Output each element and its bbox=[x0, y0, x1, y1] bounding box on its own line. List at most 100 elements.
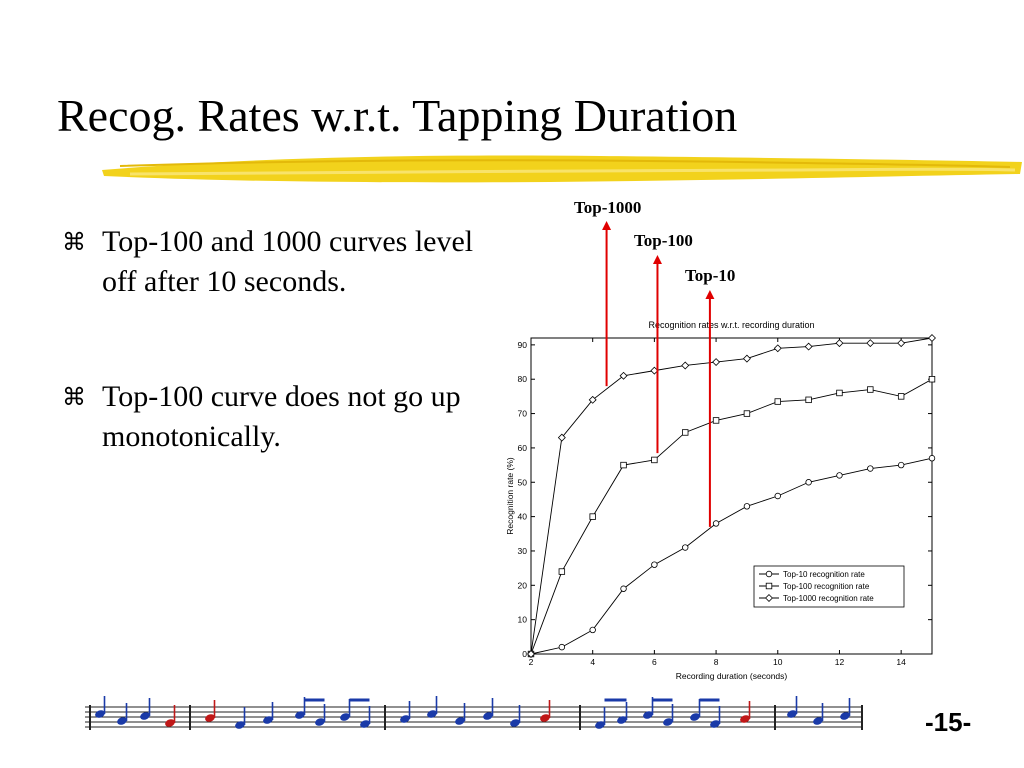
y-tick-label: 60 bbox=[518, 443, 528, 453]
data-point-diamond bbox=[681, 361, 690, 370]
data-point-diamond bbox=[804, 342, 813, 351]
y-tick-label: 80 bbox=[518, 374, 528, 384]
data-point-square bbox=[928, 376, 936, 383]
series-line-circle bbox=[530, 457, 933, 655]
bullet-item-1: ⌘ Top-100 and 1000 curves level off afte… bbox=[62, 222, 492, 302]
data-point-circle bbox=[682, 544, 689, 551]
music-note-icon bbox=[595, 721, 605, 729]
music-note-icon bbox=[663, 718, 673, 726]
bullet-text: Top-100 and 1000 curves level off after … bbox=[102, 225, 474, 298]
data-point-diamond bbox=[742, 354, 751, 363]
x-tick-label: 2 bbox=[529, 657, 534, 667]
data-point-square bbox=[897, 393, 905, 400]
data-point-circle bbox=[897, 461, 905, 469]
bullet-text: Top-100 curve does not go up monotonical… bbox=[102, 380, 461, 453]
music-note-icon bbox=[813, 717, 823, 725]
legend-entry: Top-100 recognition rate bbox=[783, 582, 870, 591]
data-point-square bbox=[558, 568, 566, 575]
music-note-icon bbox=[710, 720, 720, 728]
red-arrow-head bbox=[652, 255, 662, 264]
data-point-square bbox=[651, 456, 658, 464]
music-note-icon bbox=[427, 710, 437, 718]
x-tick-label: 14 bbox=[896, 657, 906, 667]
music-note-icon bbox=[483, 712, 493, 720]
music-note-icon bbox=[360, 720, 370, 728]
legend-entry: Top-10 recognition rate bbox=[783, 570, 865, 579]
slide-title: Recog. Rates w.r.t. Tapping Duration bbox=[57, 90, 738, 141]
y-tick-label: 40 bbox=[518, 512, 528, 522]
data-point-square bbox=[743, 410, 751, 417]
music-note-icon bbox=[617, 716, 627, 724]
music-note-icon bbox=[315, 718, 325, 726]
command-key-icon: ⌘ bbox=[62, 383, 86, 411]
x-tick-label: 6 bbox=[652, 657, 657, 667]
legend-marker-square bbox=[765, 582, 773, 590]
callout-top100-label: Top-100 bbox=[634, 231, 693, 250]
data-point-square bbox=[682, 429, 689, 436]
legend-entry: Top-1000 recognition rate bbox=[783, 594, 874, 603]
music-note-icon bbox=[117, 717, 127, 725]
y-tick-label: 30 bbox=[518, 546, 528, 556]
bullet-item-2: ⌘ Top-100 curve does not go up monotonic… bbox=[62, 377, 492, 457]
data-point-square bbox=[712, 417, 720, 424]
y-tick-label: 10 bbox=[518, 615, 528, 625]
x-tick-label: 10 bbox=[773, 657, 783, 667]
music-note-icon bbox=[455, 717, 465, 725]
y-tick-label: 70 bbox=[518, 409, 528, 419]
data-point-diamond bbox=[619, 371, 628, 380]
data-point-diamond bbox=[928, 334, 936, 342]
x-axis-label: Recording duration (seconds) bbox=[676, 671, 788, 681]
x-tick-label: 4 bbox=[590, 657, 595, 667]
data-point-square bbox=[589, 513, 596, 520]
chart-title: Recognition rates w.r.t. recording durat… bbox=[648, 320, 814, 330]
music-note-icon bbox=[95, 710, 105, 718]
data-point-diamond bbox=[897, 339, 906, 348]
music-note-icon bbox=[400, 715, 410, 723]
x-tick-label: 8 bbox=[714, 657, 719, 667]
music-note-icon bbox=[690, 713, 700, 721]
data-point-diamond bbox=[712, 358, 721, 367]
data-point-square bbox=[774, 398, 781, 405]
data-point-diamond bbox=[773, 344, 782, 353]
data-point-circle bbox=[620, 585, 627, 592]
music-note-icon bbox=[740, 715, 750, 723]
data-point-diamond bbox=[866, 339, 875, 348]
chart-legend-box bbox=[753, 565, 905, 608]
music-note-icon bbox=[643, 711, 653, 719]
music-note-icon bbox=[787, 710, 797, 718]
data-point-circle bbox=[867, 465, 874, 472]
data-point-circle bbox=[651, 561, 658, 568]
music-note-icon bbox=[263, 716, 273, 724]
data-point-circle bbox=[712, 520, 720, 527]
y-tick-label: 90 bbox=[518, 340, 528, 350]
music-note-icon bbox=[235, 721, 245, 729]
red-arrow-head bbox=[602, 221, 612, 230]
callout-top10-label: Top-10 bbox=[685, 266, 736, 285]
data-point-diamond bbox=[527, 650, 535, 658]
data-point-square bbox=[836, 389, 843, 397]
highlight-brush-stroke bbox=[102, 155, 1022, 183]
y-tick-label: 20 bbox=[518, 580, 528, 590]
data-point-diamond bbox=[557, 433, 566, 442]
data-point-square bbox=[805, 396, 812, 404]
x-tick-label: 12 bbox=[835, 657, 845, 667]
data-point-square bbox=[867, 386, 874, 393]
series-line-diamond bbox=[530, 337, 933, 655]
music-note-icon bbox=[510, 719, 520, 727]
y-tick-label: 50 bbox=[518, 477, 528, 487]
data-point-circle bbox=[589, 626, 596, 634]
data-point-circle bbox=[836, 472, 843, 479]
music-note-icon bbox=[140, 712, 150, 720]
data-point-diamond bbox=[835, 339, 844, 348]
series-line-square bbox=[530, 378, 933, 655]
y-axis-label: Recognition rate (%) bbox=[505, 457, 515, 535]
music-note-icon bbox=[165, 719, 175, 727]
music-note-icon bbox=[295, 711, 305, 719]
callout-top1000-label: Top-1000 bbox=[574, 198, 642, 217]
music-note-icon bbox=[540, 714, 550, 722]
red-arrow-head bbox=[705, 290, 715, 299]
page-number: -15- bbox=[925, 707, 972, 737]
data-point-circle bbox=[743, 503, 751, 510]
